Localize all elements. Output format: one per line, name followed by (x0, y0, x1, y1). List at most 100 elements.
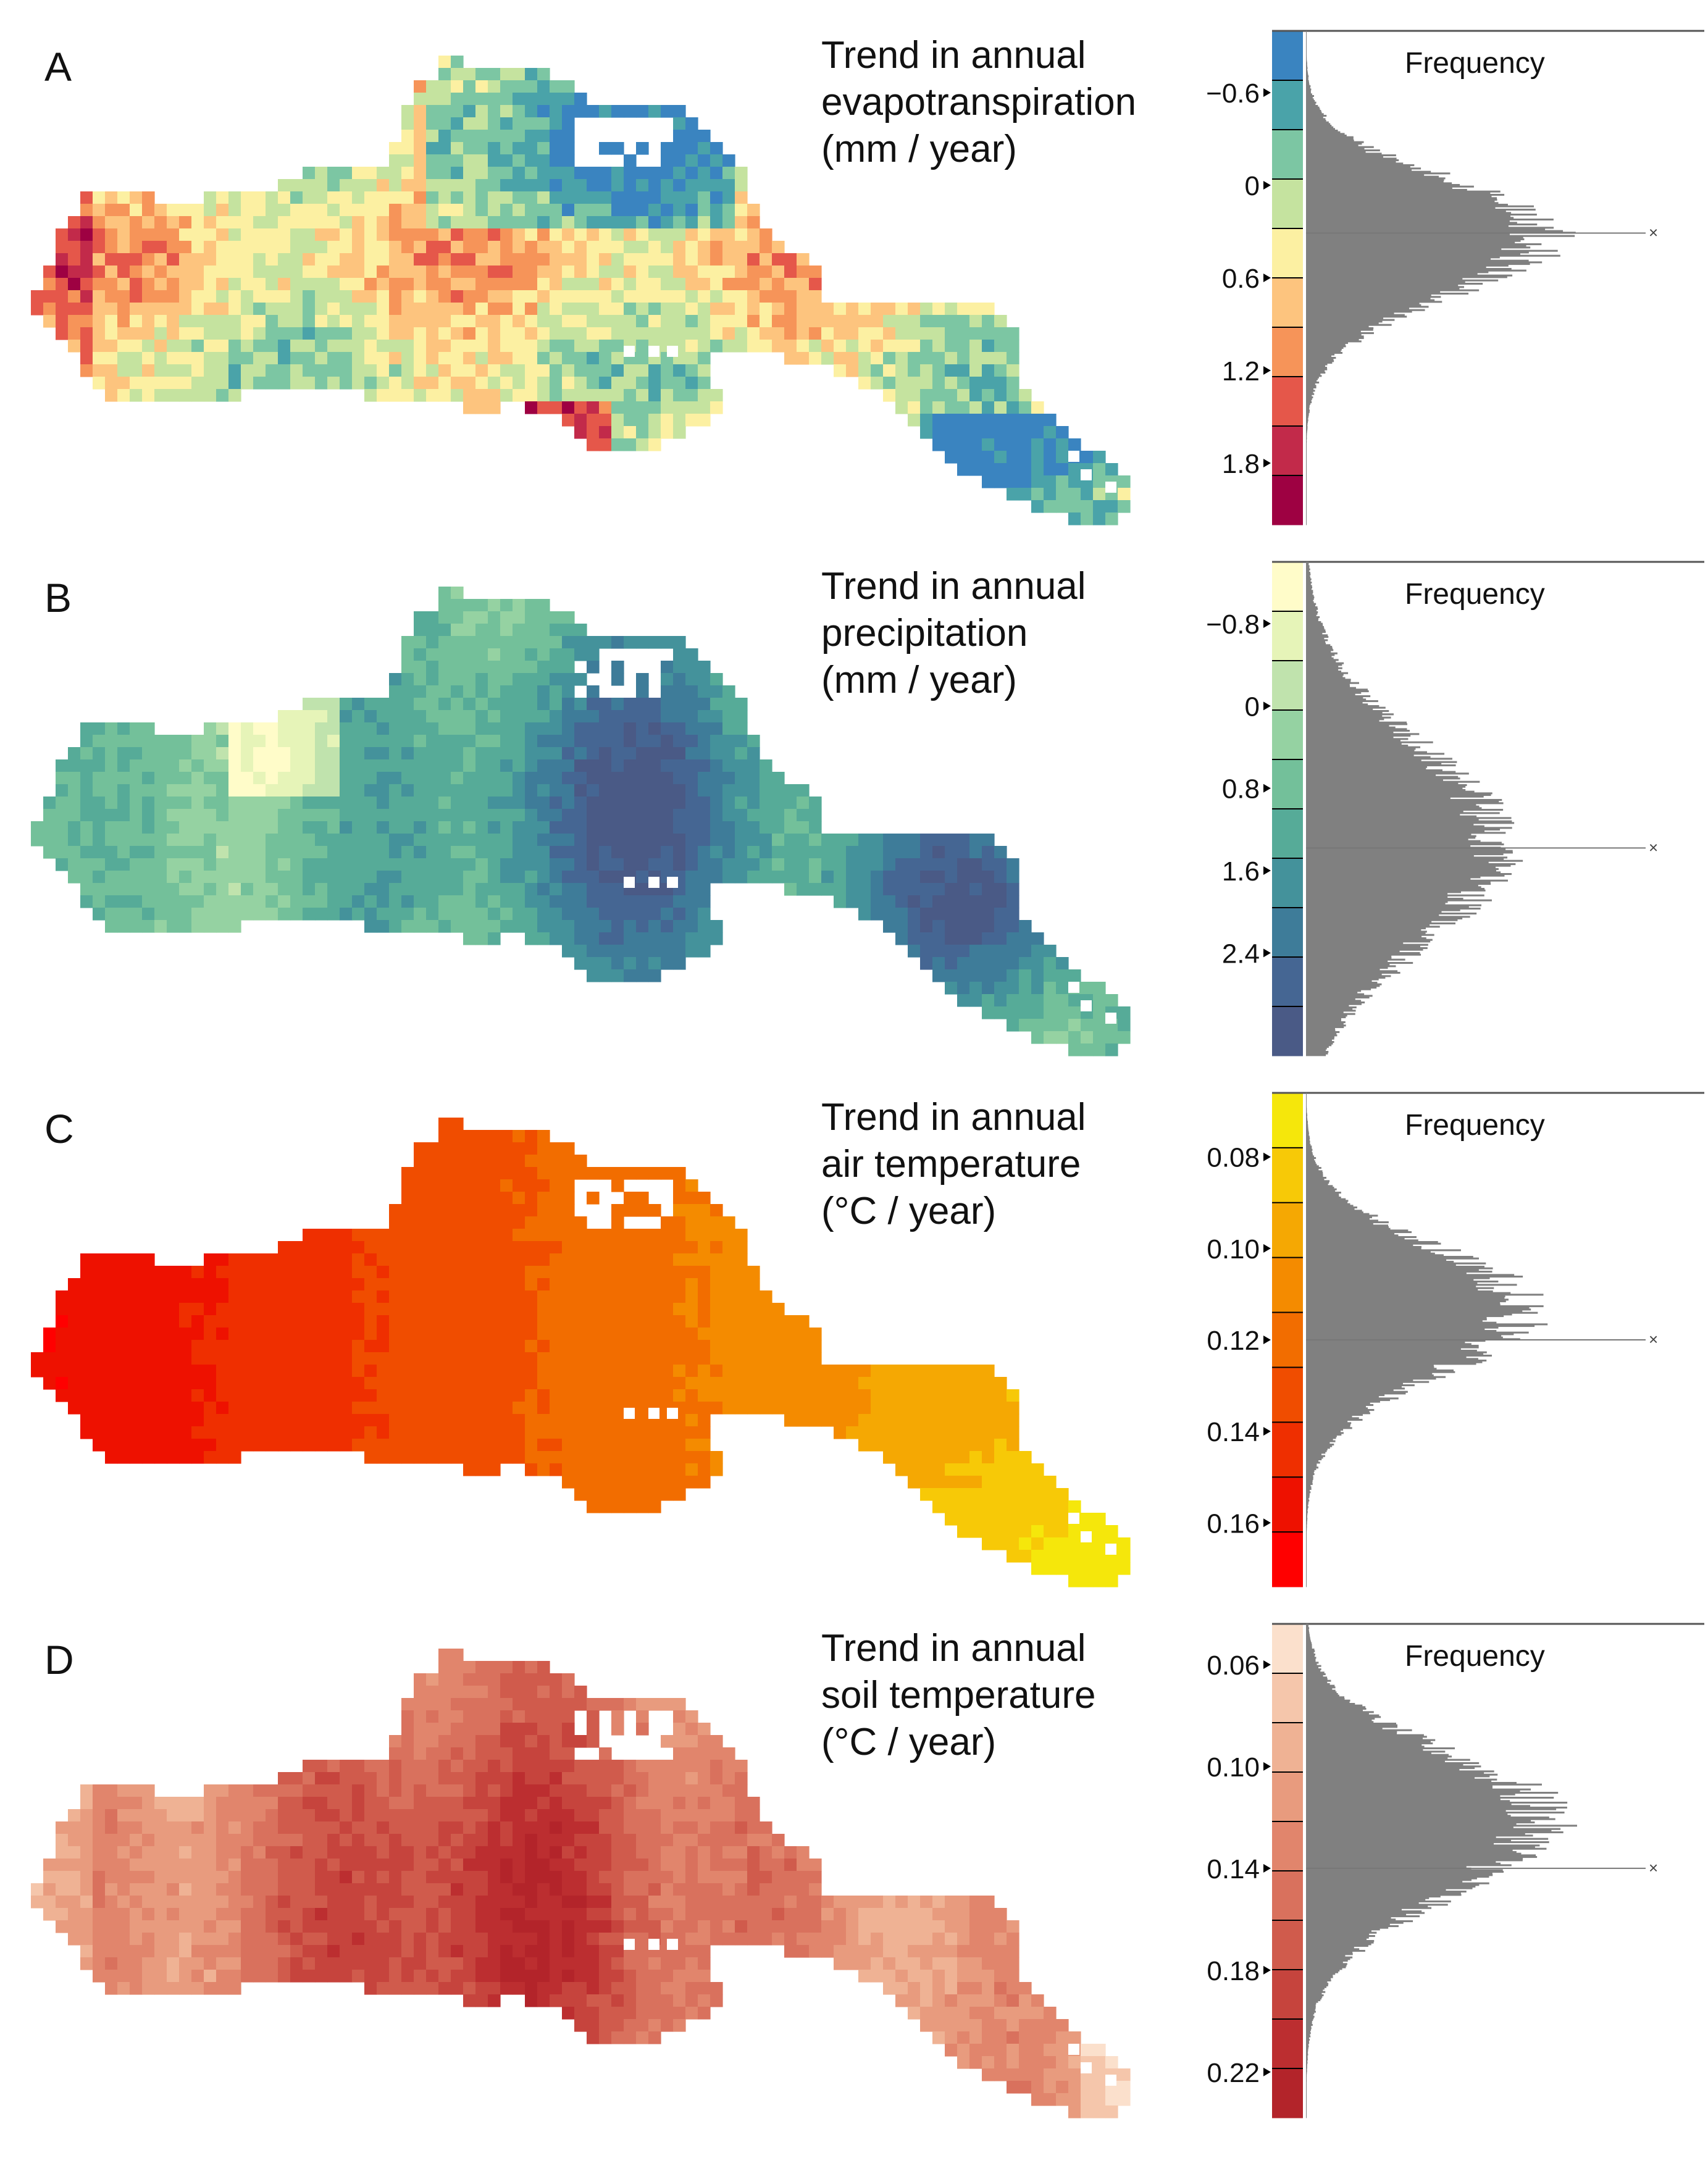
histogram-bar (1306, 179, 1444, 182)
map-cell (204, 772, 217, 785)
map-cell (204, 1303, 217, 1316)
map-cell (68, 1340, 81, 1353)
map-cell (303, 895, 316, 908)
map-cell (945, 957, 958, 970)
map-cell (438, 1303, 451, 1316)
histogram-bar (1306, 332, 1374, 335)
map-cell (364, 883, 377, 896)
map-cell (945, 315, 958, 328)
map-cell (488, 747, 501, 760)
map-cell (216, 1278, 229, 1291)
map-cell (68, 327, 81, 340)
map-cell (908, 1463, 921, 1476)
map-cell (698, 401, 711, 414)
map-cell (982, 389, 995, 402)
map-cell (994, 858, 1007, 871)
map-cell (414, 821, 427, 834)
map-cell (784, 883, 797, 896)
map-cell (401, 1303, 414, 1316)
map-cell (871, 1414, 884, 1427)
histogram-bar (1306, 725, 1389, 727)
map-cell (945, 834, 958, 847)
map-cell (500, 93, 513, 106)
map-cell (228, 315, 241, 328)
map-cell (932, 1439, 945, 1452)
histogram-bar (1306, 146, 1374, 148)
map-cell (414, 303, 427, 316)
map-cell (673, 1365, 686, 1378)
map-cell (883, 389, 896, 402)
map-cell (438, 253, 451, 266)
map-cell (722, 1352, 735, 1365)
map-cell (488, 722, 501, 735)
map-cell (636, 1476, 649, 1489)
map-cell (648, 290, 661, 303)
histogram-bar (1306, 600, 1313, 602)
map-cell (574, 722, 587, 735)
map-cell (130, 735, 143, 748)
map-cell (550, 883, 563, 896)
map-cell (488, 1315, 501, 1328)
map-cell (266, 352, 278, 365)
map-cell (735, 253, 748, 266)
histogram-bar (1306, 411, 1310, 414)
map-cell (722, 303, 735, 316)
map-cell (463, 105, 476, 118)
map-cell (673, 241, 686, 254)
map-cell (105, 1414, 118, 1427)
map-cell (611, 352, 624, 365)
map-cell (624, 1290, 637, 1303)
map-cell (982, 1365, 995, 1378)
map-cell (908, 352, 921, 365)
map-cell (352, 1253, 365, 1266)
map-cell (167, 784, 180, 797)
map-cell (871, 303, 884, 316)
map-cell (698, 858, 711, 871)
map-cell (513, 1414, 525, 1427)
map-cell (463, 1340, 476, 1353)
map-cell (130, 191, 143, 204)
map-cell (290, 364, 303, 377)
map-cell (1007, 858, 1019, 871)
histogram-bar (1306, 764, 1456, 767)
map-cell (525, 1389, 538, 1402)
map-cell (537, 1266, 550, 1279)
histogram-bar (1306, 899, 1492, 901)
map-cell (56, 241, 69, 254)
map-cell (574, 834, 587, 847)
map-cell (908, 315, 921, 328)
map-cell (389, 871, 402, 884)
map-cell (883, 846, 896, 859)
map-cell (698, 204, 711, 217)
histogram-bar (1306, 224, 1538, 226)
map-cell (636, 747, 649, 760)
map-cell (475, 821, 488, 834)
map-cell (574, 735, 587, 748)
map-cell (290, 908, 303, 921)
map-cell (908, 883, 921, 896)
map-cell (513, 920, 525, 933)
ytick-mark (1263, 619, 1271, 628)
map-cell (80, 1414, 93, 1427)
map-cell (673, 1352, 686, 1365)
map-cell (673, 1290, 686, 1303)
histogram-bar (1306, 123, 1331, 125)
map-cell (525, 241, 538, 254)
map-cell (93, 290, 106, 303)
map-cell (475, 747, 488, 760)
map-cell (636, 216, 649, 229)
map-cell (908, 920, 921, 933)
map-cell (438, 735, 451, 748)
map-cell (599, 241, 612, 254)
histogram-bar (1306, 148, 1365, 150)
map-cell (68, 241, 81, 254)
map-cell (228, 1426, 241, 1439)
map-cell (80, 895, 93, 908)
map-cell (1031, 426, 1044, 439)
map-cell (463, 1402, 476, 1415)
map-cell (1019, 994, 1032, 1007)
map-cell (722, 340, 735, 353)
map-cell (426, 389, 439, 402)
map-cell (1056, 982, 1069, 995)
map-cell (1081, 1031, 1094, 1044)
